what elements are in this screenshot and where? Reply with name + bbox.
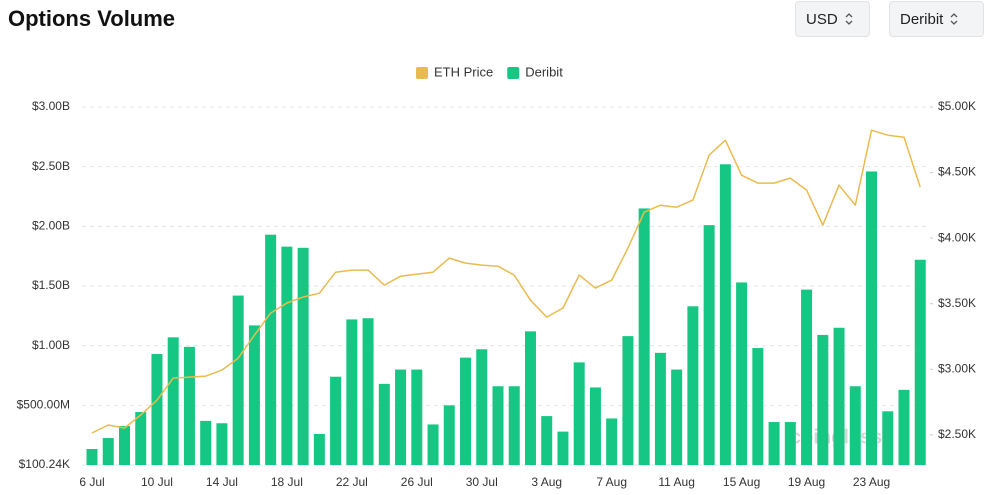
- y2-tick-label: $5.00K: [938, 99, 976, 113]
- bar: [833, 327, 845, 465]
- y-tick-label: $100.24K: [19, 457, 70, 471]
- currency-label: USD: [806, 10, 838, 28]
- bar: [573, 362, 585, 465]
- bar: [248, 325, 260, 465]
- legend-swatch: [507, 67, 520, 79]
- bar: [671, 369, 683, 465]
- y-tick-label: $3.00B: [32, 99, 70, 113]
- bar: [265, 234, 277, 465]
- x-tick-label: 14 Jul: [206, 475, 238, 489]
- bar: [411, 369, 423, 465]
- bar: [313, 433, 325, 465]
- bar: [427, 424, 439, 465]
- bar: [638, 208, 650, 466]
- legend-label: Deribit: [525, 64, 563, 79]
- page-title: Options Volume: [8, 6, 176, 31]
- bar: [541, 416, 553, 465]
- bar: [151, 354, 163, 465]
- x-tick-label: 26 Jul: [401, 475, 433, 489]
- bar: [183, 346, 195, 465]
- bar: [86, 449, 98, 465]
- bar: [768, 422, 780, 465]
- bar: [443, 405, 455, 465]
- bar: [654, 352, 666, 465]
- bar: [914, 259, 926, 465]
- bar: [395, 369, 407, 465]
- bar: [362, 318, 374, 465]
- y2-tick-label: $4.00K: [938, 230, 976, 244]
- bar: [281, 246, 293, 465]
- exchange-select[interactable]: Deribit: [889, 1, 984, 37]
- y-tick-label: $2.00B: [32, 219, 70, 233]
- bar: [200, 420, 212, 465]
- x-tick-label: 10 Jul: [141, 475, 173, 489]
- x-tick-label: 11 Aug: [658, 475, 694, 489]
- x-tick-label: 18 Jul: [271, 475, 303, 489]
- bar: [849, 386, 861, 465]
- bar: [589, 387, 601, 465]
- bar: [817, 334, 829, 465]
- y2-tick-label: $3.50K: [938, 296, 976, 310]
- bar: [898, 389, 910, 465]
- x-tick-label: 30 Jul: [466, 475, 498, 489]
- bar: [476, 349, 488, 465]
- bar: [492, 386, 504, 465]
- bar: [118, 425, 130, 465]
- bar: [232, 295, 244, 465]
- bar: [882, 411, 894, 465]
- bar: [216, 423, 228, 465]
- currency-select[interactable]: USD: [795, 1, 870, 37]
- bar: [524, 331, 536, 465]
- bar: [167, 337, 179, 465]
- bar: [378, 383, 390, 465]
- bar: [297, 247, 309, 465]
- bar: [135, 412, 147, 465]
- bar: [606, 418, 618, 465]
- bar: [736, 282, 748, 465]
- y-tick-label: $1.00B: [32, 338, 70, 352]
- x-tick-label: 3 Aug: [531, 475, 562, 489]
- chevron: [845, 13, 853, 25]
- chevron: [950, 13, 958, 25]
- bar: [784, 422, 796, 465]
- y-tick-label: $500.00M: [17, 398, 70, 412]
- y-tick-label: $2.50B: [32, 159, 70, 173]
- y2-tick-label: $2.50K: [938, 427, 976, 441]
- bar: [622, 336, 634, 465]
- bar: [801, 289, 813, 465]
- price-line: [91, 129, 921, 434]
- bar: [330, 376, 342, 465]
- x-tick-label: 22 Jul: [336, 475, 368, 489]
- bar: [508, 386, 520, 465]
- x-tick-label: 7 Aug: [596, 475, 627, 489]
- bar: [752, 348, 764, 465]
- bar: [866, 171, 878, 466]
- y-tick-label: $1.50B: [32, 278, 70, 292]
- exchange-label: Deribit: [900, 10, 944, 28]
- y2-tick-label: $3.00K: [938, 361, 976, 375]
- bar: [460, 357, 472, 465]
- bar: [703, 225, 715, 465]
- bar: [346, 319, 358, 465]
- x-tick-label: 15 Aug: [723, 475, 760, 489]
- y2-tick-label: $4.50K: [938, 165, 976, 179]
- x-tick-label: 6 Jul: [79, 475, 104, 489]
- bar: [719, 164, 731, 465]
- bar: [102, 438, 114, 465]
- legend-label: ETH Price: [434, 64, 493, 79]
- legend-swatch: [416, 67, 428, 79]
- bar: [687, 306, 699, 465]
- bar: [557, 431, 569, 465]
- x-tick-label: 19 Aug: [788, 475, 825, 489]
- x-tick-label: 23 Aug: [853, 475, 890, 489]
